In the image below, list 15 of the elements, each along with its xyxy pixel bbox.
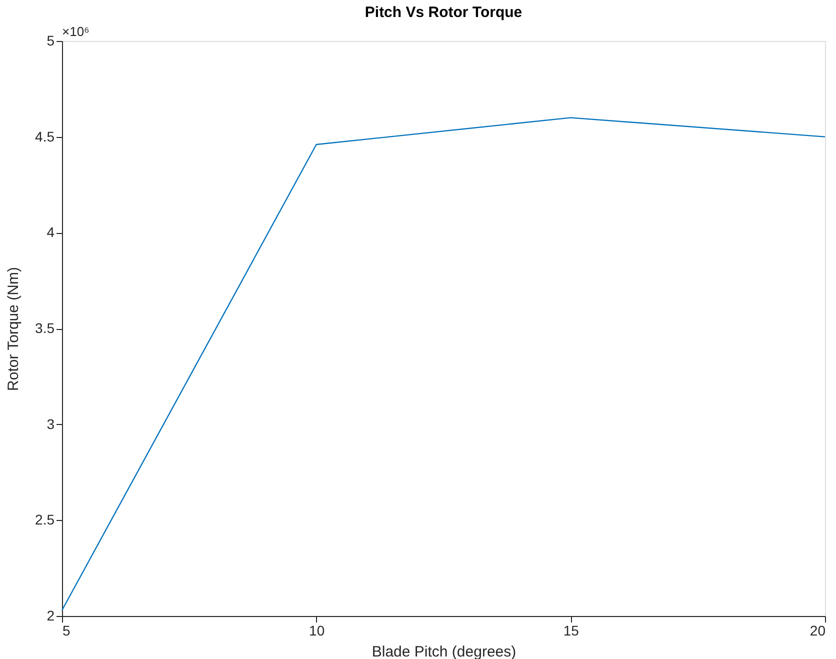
x-tick-label: 15 <box>563 622 580 638</box>
x-tick-label: 5 <box>62 622 70 638</box>
y-tick-label: 4 <box>46 224 55 240</box>
y-axis-title: Rotor Torque (Nm) <box>5 267 22 391</box>
chart-title: Pitch Vs Rotor Torque <box>364 4 522 21</box>
x-tick-label: 20 <box>810 622 826 638</box>
y-tick-label: 2 <box>46 608 55 624</box>
y-tick-label: 3.5 <box>35 320 55 336</box>
line-series <box>61 117 826 611</box>
y-tick-label: 2.5 <box>35 512 55 528</box>
text: ×10⁶ <box>62 24 90 39</box>
x-tick-label: 10 <box>309 622 325 638</box>
y-tick-label: 5 <box>46 32 55 48</box>
y-tick-label: 3 <box>46 416 55 432</box>
y-tick-label: 4.5 <box>35 128 55 144</box>
